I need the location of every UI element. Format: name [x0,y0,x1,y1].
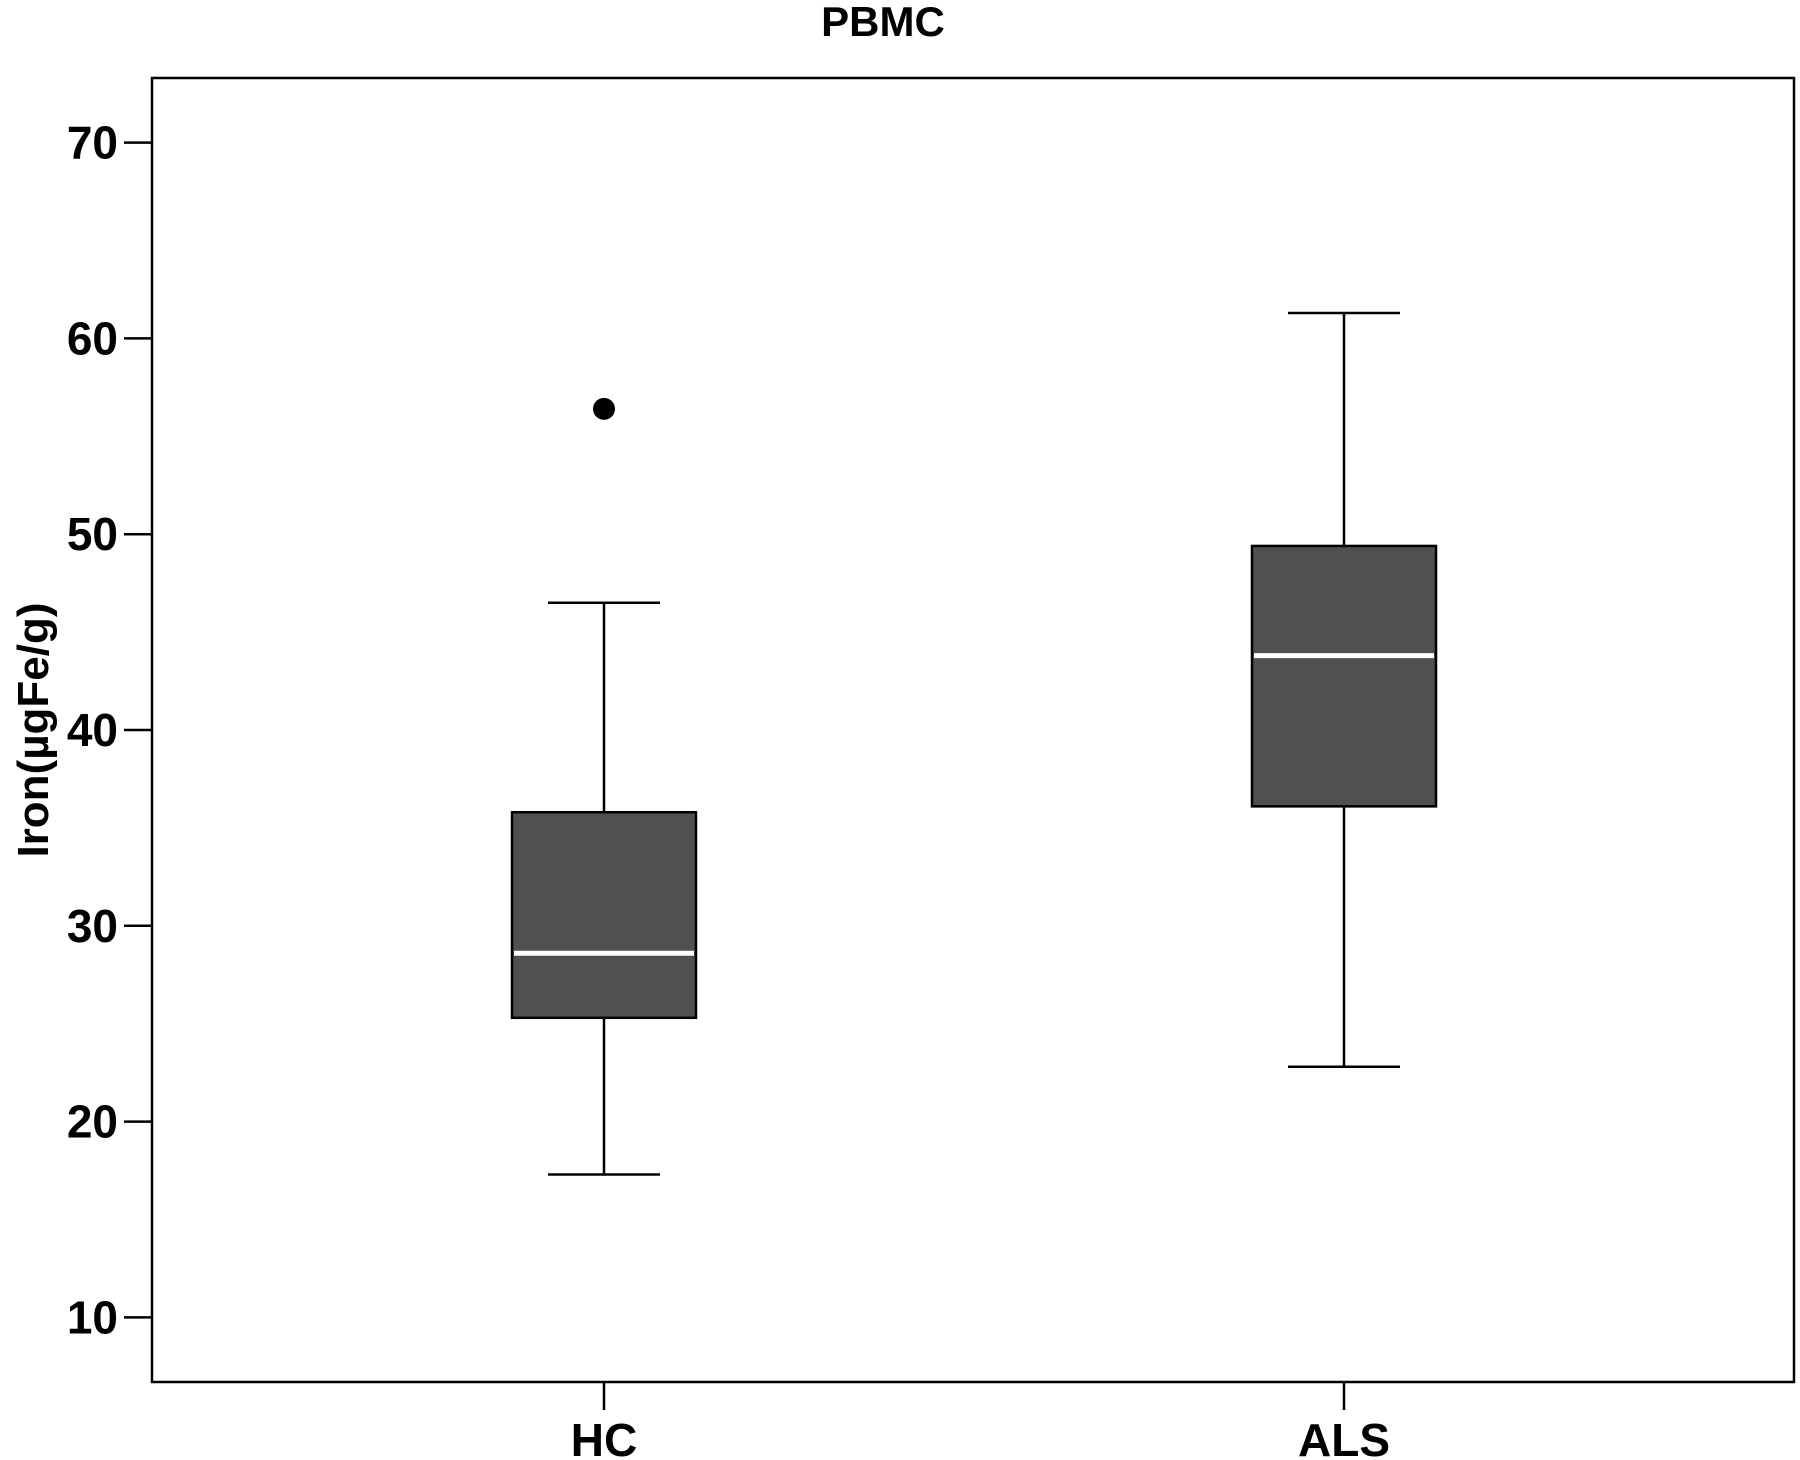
plot-frame [150,76,1796,1384]
outlier-point [593,397,615,420]
y-tick-label: 30 [67,900,118,952]
iqr-box [510,810,698,1020]
y-tick-label: 20 [67,1096,118,1148]
chart-title: PBMC [821,0,945,45]
boxes-group [510,311,1438,1176]
box-als [1250,311,1438,1069]
y-tick-label: 60 [67,312,118,364]
y-axis-label: Iron(µgFe/g) [9,602,58,857]
x-axis-ticks: HC ALS [571,1382,1390,1460]
y-tick-label: 70 [67,117,118,169]
y-tick-label: 10 [67,1291,118,1343]
x-tick-label: ALS [1298,1414,1390,1460]
y-axis-ticks: 10 20 30 40 50 60 70 [67,117,152,1343]
y-tick-label: 50 [67,508,118,560]
iqr-box [1250,544,1438,808]
x-tick-label: HC [571,1414,637,1460]
box-hc [510,397,698,1176]
y-tick-label: 40 [67,704,118,756]
